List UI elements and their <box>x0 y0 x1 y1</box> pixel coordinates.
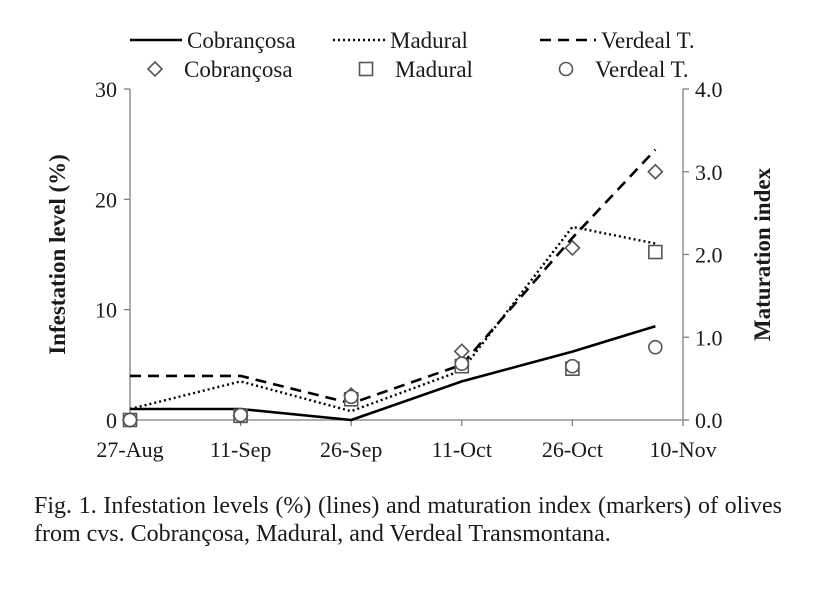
y-tick-label: 20 <box>95 187 117 212</box>
legend-label: Cobrançosa <box>187 28 296 53</box>
figure-caption: Fig. 1. Infestation levels (%) (lines) a… <box>34 493 782 547</box>
legend-label: Madural <box>390 28 468 53</box>
x-tick-label: 27-Aug <box>96 437 163 462</box>
legend-marker-swatch <box>146 60 164 78</box>
legend-marker-swatch <box>358 61 374 77</box>
x-tick-label: 11-Sep <box>210 437 272 462</box>
x-tick-label: 11-Oct <box>432 437 492 462</box>
legend-label: Verdeal T. <box>595 57 689 82</box>
legend-label: Cobrançosa <box>184 57 293 82</box>
series-lines <box>129 148 657 422</box>
circle-marker <box>233 407 248 423</box>
x-tick-label: 26-Oct <box>542 437 603 462</box>
circle-marker <box>122 412 138 428</box>
x-tick-label: 10-Nov <box>649 437 716 462</box>
y-tick-label: 10 <box>95 298 117 323</box>
y-tick-label: 30 <box>95 77 117 102</box>
square-marker <box>648 244 663 260</box>
circle-marker <box>648 339 663 355</box>
y-axis-title: Infestation level (%) <box>45 154 70 355</box>
legend-label: Verdeal T. <box>601 28 695 53</box>
circle-marker <box>565 358 580 374</box>
y2-tick-label: 3.0 <box>695 160 723 185</box>
y2-tick-label: 4.0 <box>695 77 723 102</box>
y2-tick-label: 2.0 <box>695 243 723 268</box>
circle-marker <box>343 389 359 405</box>
circle-marker <box>454 356 470 372</box>
diamond-marker <box>564 239 581 257</box>
series-markers <box>121 163 664 429</box>
series-line-madural <box>129 225 656 413</box>
x-tick-label: 26-Sep <box>320 437 382 462</box>
y-tick-label: 0 <box>106 408 117 433</box>
diamond-marker <box>647 163 664 180</box>
diamond-marker <box>453 343 470 360</box>
y2-tick-label: 0.0 <box>695 408 723 433</box>
y2-axis-title: Maturation index <box>750 167 775 341</box>
legend: Cobrançosa Madural Verdeal T. Cobrançosa Mad… <box>130 28 695 82</box>
series-line-cobran-osa <box>130 324 656 422</box>
y2-tick-label: 1.0 <box>695 325 723 350</box>
axes: 0 10 20 30 0.0 1.0 2.0 3.0 4.0 27-Aug 11-Sep 26-Sep… <box>45 77 775 462</box>
series-line-verdeal-t- <box>130 148 657 405</box>
legend-marker-swatch <box>558 61 574 77</box>
legend-label: Madural <box>395 57 473 82</box>
chart: Cobrançosa Madural Verdeal T. Cobrançosa Mad… <box>45 28 775 462</box>
